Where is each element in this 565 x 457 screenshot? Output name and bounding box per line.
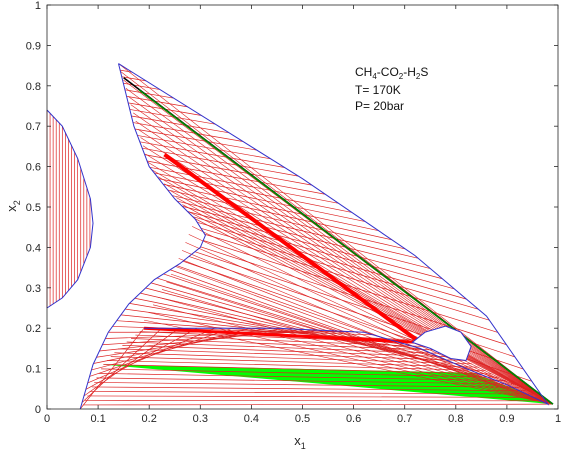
- lower-tie-line: [82, 403, 553, 406]
- tie-line: [200, 227, 479, 310]
- lower-tie-line: [103, 364, 493, 375]
- tie-line: [147, 160, 326, 195]
- liquid-phase-boundary: [79, 63, 206, 410]
- fan-tie-line: [164, 183, 554, 405]
- y-tick-label: 0.2: [26, 323, 41, 335]
- y-tick-label: 0.6: [26, 162, 41, 174]
- tie-line: [134, 128, 257, 151]
- fan-tie-line: [157, 176, 554, 405]
- left-phase-boundary: [46, 109, 94, 309]
- phase-boundaries-layer: [46, 63, 550, 410]
- tie-line: [89, 327, 233, 377]
- tie-line: [85, 327, 198, 390]
- y-tick-label: 1: [35, 0, 41, 12]
- x-tick-label: 0: [44, 413, 50, 425]
- fan-tie-line: [151, 169, 554, 405]
- tie-line: [169, 269, 546, 404]
- x-axis-label: x1: [294, 433, 306, 451]
- x-tick-label: 1: [555, 413, 561, 425]
- y-tick-label: 0.8: [26, 81, 41, 93]
- y-tick-label: 0.4: [26, 242, 41, 254]
- tie-line: [187, 211, 443, 280]
- fan-tie-line: [118, 63, 554, 405]
- lower-tie-line: [107, 360, 486, 371]
- fan-tie-line: [147, 161, 554, 405]
- fan-tie-line: [128, 96, 554, 405]
- tie-line: [163, 183, 379, 232]
- lower-tie-line: [94, 382, 520, 388]
- lower-tie-line: [91, 386, 526, 392]
- x-tick-label: 0.4: [244, 413, 259, 425]
- fan-tie-line: [188, 234, 554, 405]
- x-tick-label: 0.1: [90, 413, 105, 425]
- bubble-region: [411, 325, 472, 362]
- tie-line: [132, 122, 244, 142]
- three-phase-layer: [103, 364, 553, 405]
- highlighted-tie-line: [144, 326, 421, 344]
- lower-tie-line: [114, 352, 473, 365]
- fan-tie-line: [125, 87, 554, 405]
- tie-line: [182, 205, 431, 269]
- tie-line: [158, 178, 366, 222]
- lower-tie-line: [96, 377, 513, 385]
- highlighted-tie-line: [163, 152, 422, 344]
- x-tick-label: 0.7: [397, 413, 412, 425]
- tie-line: [142, 147, 299, 177]
- y-tick-label: 0.3: [26, 283, 41, 295]
- lower-tie-line: [135, 334, 439, 348]
- y-tick-label: 0.9: [26, 40, 41, 52]
- x-tick-label: 0.2: [142, 413, 157, 425]
- fan-tie-line: [178, 258, 553, 405]
- y-axis-label: x2: [4, 200, 22, 212]
- y-tick-label: 0: [35, 404, 41, 416]
- tie-lines-layer: [46, 63, 554, 410]
- lower-tie-line: [87, 395, 540, 398]
- fan-tie-line: [135, 120, 554, 405]
- tie-line: [137, 135, 271, 160]
- lower-tie-line: [126, 341, 453, 355]
- x-tick-label: 0.3: [193, 413, 208, 425]
- fan-tie-line: [194, 218, 554, 405]
- fan-tie-line: [192, 226, 554, 405]
- fan-tie-line: [137, 129, 554, 405]
- fan-tie-line: [157, 296, 553, 405]
- fan-tie-line: [175, 266, 553, 405]
- tie-line: [121, 76, 147, 82]
- pressure-annotation: P= 20bar: [355, 99, 404, 113]
- fan-tie-line: [133, 112, 554, 405]
- fan-tie-line: [140, 137, 554, 405]
- lower-tie-line: [101, 368, 500, 378]
- x-tick-label: 0.8: [448, 413, 463, 425]
- temperature-annotation: T= 170K: [355, 83, 401, 97]
- vapor-phase-boundary: [118, 63, 550, 406]
- x-tick-label: 0.9: [499, 413, 514, 425]
- fan-tie-line: [152, 304, 553, 405]
- lower-tie-line: [98, 373, 506, 381]
- y-tick-label: 0.7: [26, 121, 41, 133]
- x-tick-label: 0.5: [295, 413, 310, 425]
- fan-tie-line: [130, 104, 554, 405]
- tie-line: [120, 69, 133, 73]
- tie-line: [197, 221, 467, 300]
- tie-line: [126, 95, 188, 108]
- lower-tie-line: [89, 391, 533, 395]
- highlighted-tie-line: [138, 89, 554, 405]
- lower-tie-line: [122, 345, 459, 358]
- tie-line: [192, 216, 455, 290]
- tie-line: [99, 329, 303, 352]
- three-phase-region: [103, 364, 553, 405]
- system-annotation: CH4-CO2-H2S: [355, 65, 428, 81]
- axes: 0 0.1 0.2 0.3 0.4 0.5 0.6 0.7 0.8 0.9 1 0 0.1 0.2 0.3 0…: [26, 0, 561, 425]
- tie-line: [79, 327, 145, 410]
- fan-tie-line: [145, 153, 554, 405]
- lower-tie-line: [110, 356, 479, 368]
- x-tick-label: 0.6: [346, 413, 361, 425]
- lower-tie-line: [118, 348, 466, 361]
- y-tick-label: 0.5: [26, 202, 41, 214]
- y-tick-label: 0.1: [26, 364, 41, 376]
- tie-line: [131, 115, 230, 134]
- lower-tie-line: [131, 338, 446, 351]
